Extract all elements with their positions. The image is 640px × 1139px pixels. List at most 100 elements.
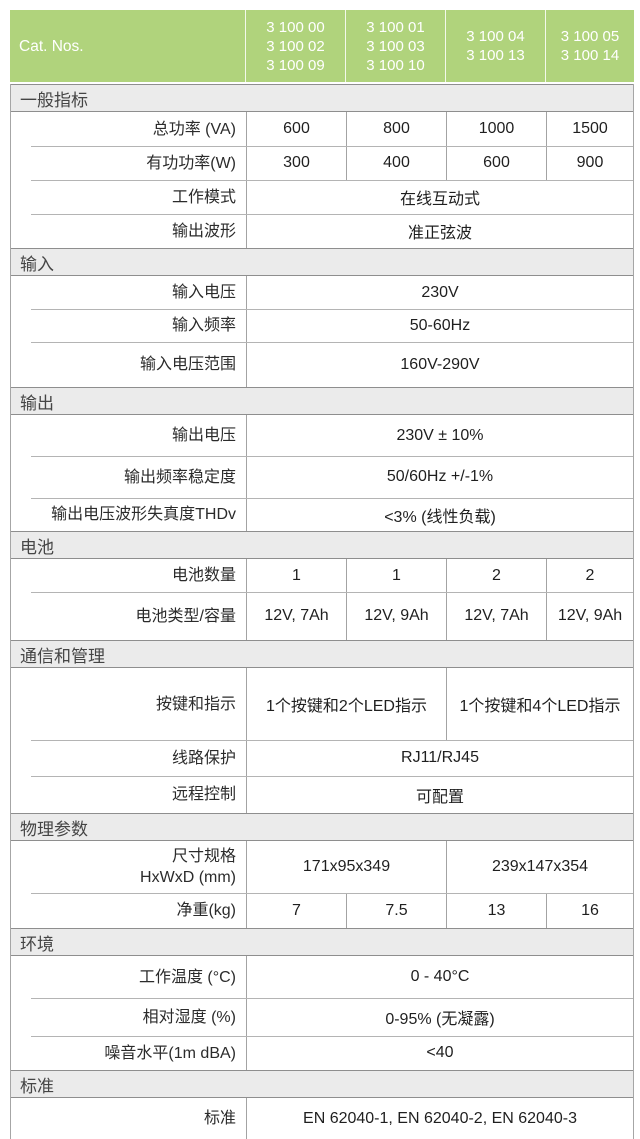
value-cell: 0 - 40°C: [246, 956, 633, 998]
row-label: 总功率 (VA): [152, 120, 236, 138]
value-cell: 2: [546, 559, 633, 592]
value-cell: EN 62040-1, EN 62040-2, EN 62040-3: [246, 1098, 633, 1139]
value-cell: 600: [446, 146, 546, 180]
value-cell: 230V: [246, 276, 633, 309]
value-cell: 239x147x354: [446, 841, 633, 893]
row-label: 输出频率稳定度: [123, 468, 236, 486]
value-cell: 1个按键和4个LED指示: [446, 668, 633, 740]
value-cell: RJ11/RJ45: [246, 740, 633, 776]
row-label: 尺寸规格 HxWxD (mm): [140, 848, 236, 886]
row-label: 输入频率: [171, 317, 236, 334]
value-cell: 800: [346, 112, 446, 146]
value-cell: 1000: [446, 112, 546, 146]
row-label: 有功功率(W): [146, 154, 236, 172]
section-title: 通信和管理: [11, 640, 633, 668]
spec-row: 噪音水平(1m dBA) <40: [11, 1036, 633, 1070]
value-cell: 900: [546, 146, 633, 180]
row-label: 输入电压: [171, 284, 236, 301]
section-title: 物理参数: [11, 813, 633, 841]
value-cell: 准正弦波: [246, 214, 633, 248]
section-physical: 物理参数 尺寸规格 HxWxD (mm) 171x95x349 239x147x…: [11, 813, 633, 928]
value-cell: 2: [446, 559, 546, 592]
value-cell: 50-60Hz: [246, 309, 633, 342]
row-label: 远程控制: [171, 786, 236, 803]
row-label: 工作模式: [171, 188, 236, 206]
section-general: 一般指标 总功率 (VA) 600 800 1000 1500 有功功率(W) …: [11, 84, 633, 248]
spec-row: 输入频率 50-60Hz: [11, 309, 633, 342]
value-cell: 1: [246, 559, 346, 592]
row-label: 输出电压波形失真度THDv: [51, 506, 236, 523]
section-battery: 电池 电池数量 1 1 2 2 电池类型/容量 12V, 7Ah 12V, 9A…: [11, 531, 633, 640]
row-label: 输入电压范围: [139, 356, 236, 373]
row-label: 相对湿度 (%): [142, 1008, 236, 1026]
value-cell: 可配置: [246, 776, 633, 813]
value-cell: <40: [246, 1036, 633, 1070]
value-cell: <3% (线性负载): [246, 498, 633, 531]
catalog-column-4: 3 100 05 3 100 14: [545, 10, 634, 82]
catalog-column-1: 3 100 00 3 100 02 3 100 09: [245, 10, 345, 82]
spec-row: 尺寸规格 HxWxD (mm) 171x95x349 239x147x354: [11, 841, 633, 893]
spec-row: 标准 EN 62040-1, EN 62040-2, EN 62040-3: [11, 1098, 633, 1139]
section-standards: 标准 标准 EN 62040-1, EN 62040-2, EN 62040-3: [11, 1070, 633, 1139]
spec-row: 有功功率(W) 300 400 600 900: [11, 146, 633, 180]
spec-row: 工作模式 在线互动式: [11, 180, 633, 214]
section-title: 输入: [11, 248, 633, 276]
spec-row: 总功率 (VA) 600 800 1000 1500: [11, 112, 633, 146]
value-cell: 1500: [546, 112, 633, 146]
row-label: 工作温度 (°C): [138, 968, 236, 986]
spec-row: 净重(kg) 7 7.5 13 16: [11, 893, 633, 928]
spec-row: 线路保护 RJ11/RJ45: [11, 740, 633, 776]
value-cell: 7.5: [346, 893, 446, 928]
section-output: 输出 输出电压 230V ± 10% 输出频率稳定度 50/60Hz +/-1%…: [11, 387, 633, 531]
value-cell: 7: [246, 893, 346, 928]
value-cell: 12V, 7Ah: [446, 592, 546, 640]
catalog-header: Cat. Nos. 3 100 00 3 100 02 3 100 09 3 1…: [10, 10, 634, 82]
row-label: 电池类型/容量: [135, 607, 236, 625]
catalog-header-label-text: Cat. Nos.: [19, 37, 84, 55]
row-label: 按键和指示: [155, 695, 236, 713]
section-input: 输入 输入电压 230V 输入频率 50-60Hz 输入电压范围 160V-29…: [11, 248, 633, 387]
spec-table: Cat. Nos. 3 100 00 3 100 02 3 100 09 3 1…: [10, 10, 634, 1139]
spec-row: 工作温度 (°C) 0 - 40°C: [11, 956, 633, 998]
spec-row: 输入电压 230V: [11, 276, 633, 309]
section-communication: 通信和管理 按键和指示 1个按键和2个LED指示 1个按键和4个LED指示 线路…: [11, 640, 633, 813]
spec-row: 远程控制 可配置: [11, 776, 633, 813]
value-cell: 16: [546, 893, 633, 928]
row-label: 噪音水平(1m dBA): [104, 1044, 236, 1062]
value-cell: 1个按键和2个LED指示: [246, 668, 446, 740]
value-cell: 300: [246, 146, 346, 180]
value-cell: 50/60Hz +/-1%: [246, 456, 633, 498]
row-label: 标准: [203, 1110, 236, 1127]
value-cell: 400: [346, 146, 446, 180]
value-cell: 171x95x349: [246, 841, 446, 893]
section-title: 环境: [11, 928, 633, 956]
spec-row: 输出波形 准正弦波: [11, 214, 633, 248]
spec-row: 按键和指示 1个按键和2个LED指示 1个按键和4个LED指示: [11, 668, 633, 740]
spec-row: 输出电压 230V ± 10%: [11, 415, 633, 456]
value-cell: 12V, 9Ah: [346, 592, 446, 640]
section-title: 标准: [11, 1070, 633, 1098]
value-cell: 600: [246, 112, 346, 146]
spec-row: 输入电压范围 160V-290V: [11, 342, 633, 387]
value-cell: 230V ± 10%: [246, 415, 633, 456]
value-cell: 13: [446, 893, 546, 928]
spec-row: 输出电压波形失真度THDv <3% (线性负载): [11, 498, 633, 531]
section-title: 一般指标: [11, 84, 633, 112]
value-cell: 在线互动式: [246, 180, 633, 214]
section-environment: 环境 工作温度 (°C) 0 - 40°C 相对湿度 (%) 0-95% (无凝…: [11, 928, 633, 1070]
catalog-column-2: 3 100 01 3 100 03 3 100 10: [345, 10, 445, 82]
row-label: 输出电压: [171, 427, 236, 444]
section-title: 输出: [11, 387, 633, 415]
spec-row: 输出频率稳定度 50/60Hz +/-1%: [11, 456, 633, 498]
value-cell: 12V, 9Ah: [546, 592, 633, 640]
spec-row: 电池类型/容量 12V, 7Ah 12V, 9Ah 12V, 7Ah 12V, …: [11, 592, 633, 640]
spec-table-body: 一般指标 总功率 (VA) 600 800 1000 1500 有功功率(W) …: [10, 84, 634, 1139]
value-cell: 160V-290V: [246, 342, 633, 387]
catalog-header-label: Cat. Nos.: [10, 10, 245, 82]
value-cell: 12V, 7Ah: [246, 592, 346, 640]
row-label: 输出波形: [171, 222, 236, 240]
row-label: 线路保护: [171, 749, 236, 767]
row-label: 净重(kg): [176, 902, 236, 919]
spec-row: 电池数量 1 1 2 2: [11, 559, 633, 592]
